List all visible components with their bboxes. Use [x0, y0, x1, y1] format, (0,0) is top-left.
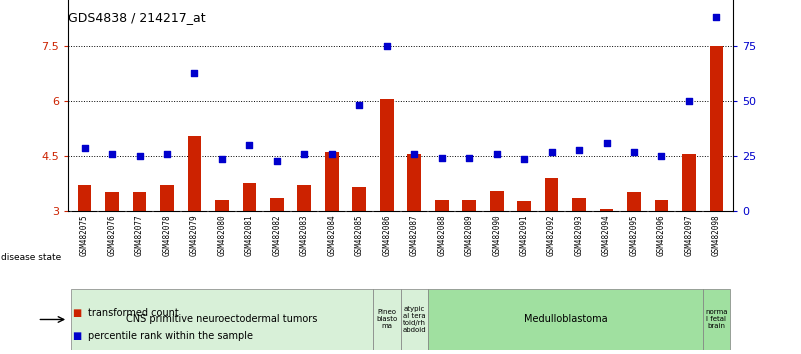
Point	[517, 156, 530, 162]
Bar	[710, 46, 723, 211]
Point	[243, 142, 256, 148]
Text: GSM482085: GSM482085	[355, 215, 364, 256]
Bar	[105, 192, 119, 211]
Bar	[545, 178, 558, 211]
Point	[408, 151, 421, 157]
Bar	[352, 187, 366, 211]
Text: GSM482084: GSM482084	[328, 215, 336, 256]
Text: GSM482087: GSM482087	[410, 215, 419, 256]
Point	[490, 151, 503, 157]
Text: CNS primitive neuroectodermal tumors: CNS primitive neuroectodermal tumors	[127, 314, 318, 325]
Text: GSM482092: GSM482092	[547, 215, 556, 256]
Text: ■: ■	[72, 331, 82, 341]
Point	[600, 140, 613, 146]
Text: GSM482088: GSM482088	[437, 215, 446, 256]
Point	[160, 151, 173, 157]
Bar	[435, 200, 449, 211]
Text: GSM482079: GSM482079	[190, 215, 199, 256]
Text: GDS4838 / 214217_at: GDS4838 / 214217_at	[68, 11, 206, 24]
Point	[628, 149, 641, 155]
Text: GSM482097: GSM482097	[685, 215, 694, 256]
Bar	[78, 185, 91, 211]
Point	[435, 155, 448, 160]
Point	[271, 159, 284, 164]
Bar	[380, 99, 393, 211]
Bar	[408, 154, 421, 211]
Text: GSM482095: GSM482095	[630, 215, 638, 256]
Bar	[160, 185, 174, 211]
Text: ■: ■	[72, 308, 82, 318]
Point	[463, 155, 476, 160]
Text: atypic
al tera
toid/rh
abdoid: atypic al tera toid/rh abdoid	[402, 306, 426, 333]
Point	[215, 156, 228, 162]
Text: GSM482086: GSM482086	[382, 215, 391, 256]
Point	[325, 151, 338, 157]
Text: GSM482096: GSM482096	[657, 215, 666, 256]
Text: GSM482098: GSM482098	[712, 215, 721, 256]
Text: GSM482090: GSM482090	[492, 215, 501, 256]
Point	[133, 153, 146, 159]
Text: norma
l fetal
brain: norma l fetal brain	[705, 309, 727, 330]
Bar	[462, 200, 476, 211]
Bar	[489, 190, 504, 211]
Text: percentile rank within the sample: percentile rank within the sample	[88, 331, 253, 341]
Bar	[400, 289, 428, 350]
Bar	[70, 289, 373, 350]
Point	[106, 151, 119, 157]
Bar	[702, 289, 731, 350]
Bar	[243, 183, 256, 211]
Text: GSM482094: GSM482094	[602, 215, 611, 256]
Text: transformed count: transformed count	[88, 308, 179, 318]
Text: disease state: disease state	[1, 253, 61, 262]
Bar	[373, 289, 400, 350]
Point	[298, 151, 311, 157]
Point	[655, 153, 668, 159]
Bar	[270, 198, 284, 211]
Bar	[297, 185, 312, 211]
Text: GSM482078: GSM482078	[163, 215, 171, 256]
Bar	[215, 200, 229, 211]
Point	[188, 71, 201, 76]
Text: GSM482081: GSM482081	[245, 215, 254, 256]
Text: GSM482089: GSM482089	[465, 215, 473, 256]
Text: GSM482077: GSM482077	[135, 215, 144, 256]
Text: GSM482091: GSM482091	[520, 215, 529, 256]
Bar	[600, 209, 614, 211]
Bar	[682, 154, 696, 211]
Text: Pineo
blasto
ma: Pineo blasto ma	[376, 309, 397, 330]
Text: GSM482082: GSM482082	[272, 215, 281, 256]
Point	[380, 43, 393, 49]
Bar	[572, 198, 586, 211]
Point	[682, 98, 695, 104]
Bar	[627, 192, 641, 211]
Bar	[654, 200, 668, 211]
Bar	[517, 201, 531, 211]
Text: GSM482075: GSM482075	[80, 215, 89, 256]
Bar	[187, 136, 201, 211]
Text: GSM482076: GSM482076	[107, 215, 116, 256]
Bar	[133, 192, 147, 211]
Bar	[325, 152, 339, 211]
Text: GSM482083: GSM482083	[300, 215, 309, 256]
Point	[78, 145, 91, 151]
Text: GSM482080: GSM482080	[217, 215, 227, 256]
Point	[710, 14, 723, 19]
Text: GSM482093: GSM482093	[574, 215, 584, 256]
Text: Medulloblastoma: Medulloblastoma	[524, 314, 607, 325]
Point	[545, 149, 558, 155]
Bar	[428, 289, 702, 350]
Point	[353, 102, 366, 107]
Point	[573, 147, 586, 153]
